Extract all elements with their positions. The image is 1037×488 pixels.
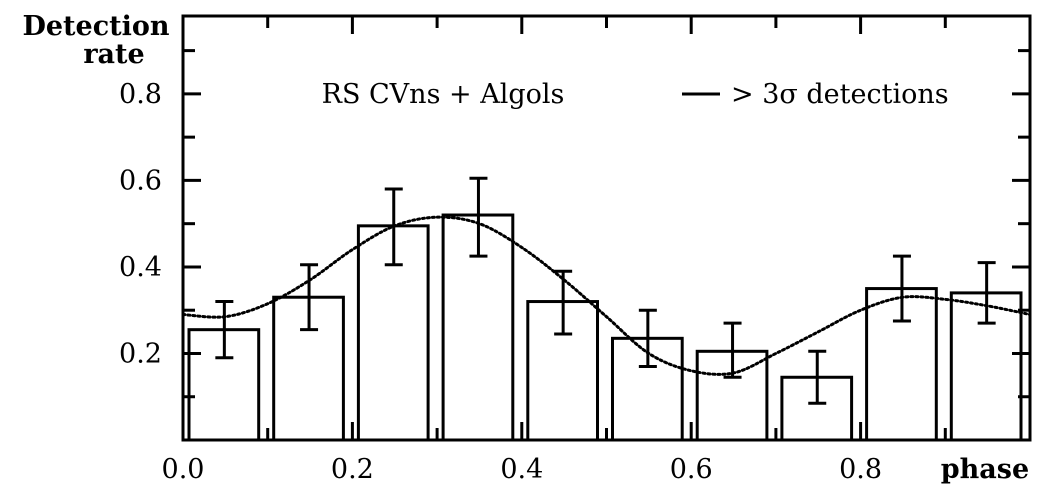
x-tick-label: 0.0 bbox=[162, 454, 205, 485]
error-bar bbox=[215, 300, 234, 360]
y-axis-label-line1: Detection bbox=[22, 11, 169, 42]
fit-curve bbox=[181, 215, 1032, 376]
legend-label: > 3σ detections bbox=[731, 79, 949, 110]
ticks-group: 0.0 0.2 0.4 0.6 0.8 0.2 0.4 0.6 0.8 bbox=[119, 16, 1032, 485]
error-bar bbox=[977, 261, 996, 325]
x-tick-label: 0.2 bbox=[331, 454, 374, 485]
error-bar bbox=[638, 308, 657, 368]
error-bar bbox=[892, 254, 911, 323]
error-bar bbox=[469, 176, 488, 258]
x-tick-label: 0.8 bbox=[839, 454, 882, 485]
x-tick-label: 0.4 bbox=[500, 454, 543, 485]
error-bar bbox=[554, 269, 573, 336]
curve-group bbox=[181, 215, 1032, 376]
chart-annotation: RS CVns + Algols bbox=[322, 79, 565, 110]
y-tick-label: 0.4 bbox=[119, 252, 162, 283]
error-bar bbox=[723, 321, 742, 379]
x-tick-label: 0.6 bbox=[670, 454, 713, 485]
y-axis-label-line2: rate bbox=[83, 39, 144, 70]
y-tick-label: 0.2 bbox=[119, 338, 162, 369]
y-tick-label: 0.6 bbox=[119, 165, 162, 196]
y-tick-label: 0.8 bbox=[119, 79, 162, 110]
x-axis-label: phase bbox=[941, 454, 1029, 485]
plot-frame bbox=[181, 14, 1032, 442]
error-bar bbox=[300, 263, 319, 332]
error-bar bbox=[808, 349, 827, 405]
